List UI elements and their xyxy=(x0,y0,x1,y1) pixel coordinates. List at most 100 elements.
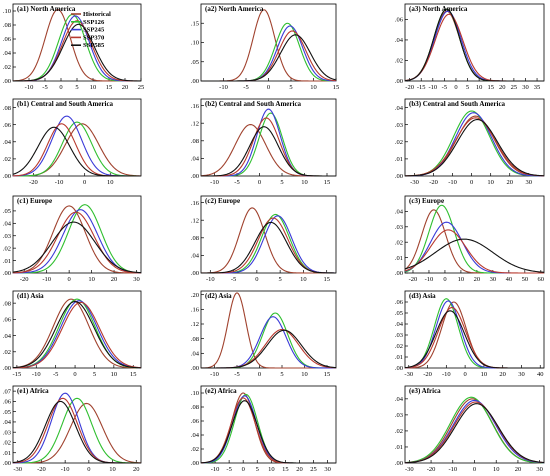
curve-ssp585 xyxy=(13,23,142,82)
y-tick-label: .01 xyxy=(395,354,403,361)
y-tick-label: .03 xyxy=(395,224,403,231)
curve-historical xyxy=(13,123,142,177)
panel-6: -30 -20 -10 0 10 20 30 .00 .01 .02 .03 .04 (b3) Cent… xyxy=(395,98,545,186)
x-tick-label: -10 xyxy=(210,179,219,186)
x-tick-label: 20 xyxy=(122,84,129,91)
y-tick-label: .20 xyxy=(191,292,199,299)
x-tick-label: -5 xyxy=(231,276,236,283)
plot-frame xyxy=(12,290,142,369)
x-tick-label: 10 xyxy=(107,179,114,186)
curve-historical xyxy=(404,115,545,177)
curve-ssp370 xyxy=(201,328,337,369)
y-tick-label: .02 xyxy=(3,156,11,163)
x-tick-label: 5 xyxy=(75,84,78,91)
y-tick-label: .06 xyxy=(3,317,12,324)
x-tick-label: -20 xyxy=(427,466,436,473)
x-tick-label: -30 xyxy=(13,466,22,473)
x-tick-label: 0 xyxy=(470,179,473,186)
y-tick-label: .03 xyxy=(395,122,403,129)
y-tick-label: .05 xyxy=(395,310,403,317)
x-tick-label: 5 xyxy=(93,371,96,378)
x-tick-label: -5 xyxy=(243,84,248,91)
curve-historical xyxy=(13,402,142,464)
x-tick-label: 20 xyxy=(111,276,118,283)
x-tick-label: 20 xyxy=(499,371,506,378)
x-tick-label: 10 xyxy=(111,371,118,378)
x-tick-label: -10 xyxy=(211,466,220,473)
panel-5: -10 -5 0 5 10 15 .00 .04 .08 .12 .16 (b2) Central a… xyxy=(191,98,337,186)
y-tick-label: .00 xyxy=(395,270,403,277)
panel-title: (b3) Central and South America xyxy=(409,100,506,108)
plot-frame xyxy=(404,98,545,177)
x-tick-label: 10 xyxy=(88,276,95,283)
x-tick-label: 10 xyxy=(458,276,465,283)
curve-ssp370 xyxy=(12,301,142,369)
curve-ssp126 xyxy=(404,396,545,464)
x-tick-label: 15 xyxy=(130,371,137,378)
legend-label: SSP585 xyxy=(83,42,105,49)
x-tick-label: 20 xyxy=(474,276,481,283)
panel-title: (a1) North America xyxy=(17,5,76,13)
x-tick-label: -10 xyxy=(55,179,64,186)
y-tick-label: .00 xyxy=(191,365,199,372)
x-tick-label: 30 xyxy=(324,466,331,473)
x-tick-label: 60 xyxy=(538,276,545,283)
plot-frame xyxy=(200,195,337,274)
y-tick-label: .06 xyxy=(395,17,404,24)
x-tick-label: 15 xyxy=(487,84,494,91)
y-tick-label: .00 xyxy=(395,173,403,180)
curve-ssp585 xyxy=(200,400,336,464)
x-tick-label: -10 xyxy=(442,371,451,378)
curve-ssp585 xyxy=(12,221,142,274)
x-tick-label: 10 xyxy=(493,466,500,473)
x-tick-label: -5 xyxy=(442,84,447,91)
x-tick-label: -20 xyxy=(20,276,29,283)
y-tick-label: .06 xyxy=(3,399,12,406)
y-tick-label: .04 xyxy=(395,105,404,112)
x-tick-label: 5 xyxy=(279,276,282,283)
panel-13: -30 -20 -10 0 10 20 .00 .01 .02 .03 .04 .05 .06 .07 (e… xyxy=(3,385,142,473)
x-tick-label: -5 xyxy=(234,179,239,186)
curve-ssp585 xyxy=(404,310,544,369)
x-tick-label: 0 xyxy=(473,466,476,473)
x-tick-label: 5 xyxy=(280,179,283,186)
panel-title: (d2) Asia xyxy=(205,292,232,300)
panel-title: (d3) Asia xyxy=(409,292,436,300)
y-tick-label: .12 xyxy=(191,120,199,127)
y-tick-label: .16 xyxy=(191,307,200,314)
y-tick-label: .15 xyxy=(191,20,199,27)
x-tick-label: 25 xyxy=(511,84,518,91)
x-tick-label: 10 xyxy=(109,466,116,473)
x-tick-label: 0 xyxy=(83,179,86,186)
x-tick-label: -30 xyxy=(404,371,413,378)
y-tick-label: .07 xyxy=(3,388,12,395)
y-tick-label: .01 xyxy=(3,450,11,457)
panel-title: (e1) Africa xyxy=(17,387,49,395)
y-tick-label: .06 xyxy=(191,418,200,425)
x-tick-label: 10 xyxy=(268,466,275,473)
panel-15: -30 -20 -10 0 10 20 30 .00 .01 .02 .03 .04 (e3) Afri… xyxy=(395,385,545,473)
panel-title: (a3) North America xyxy=(409,5,468,13)
y-tick-label: .08 xyxy=(3,22,11,29)
x-tick-label: -10 xyxy=(425,276,434,283)
x-tick-label: 0 xyxy=(87,466,90,473)
panel-title: (a2) North America xyxy=(205,5,264,13)
curve-historical xyxy=(201,207,336,274)
y-tick-label: .01 xyxy=(395,156,403,163)
y-tick-label: .02 xyxy=(395,58,403,65)
x-tick-label: 0 xyxy=(443,276,446,283)
y-tick-label: .08 xyxy=(3,105,11,112)
panel-3: -20 -15 -10 -5 0 5 10 15 20 25 30 35 .00 .02 .04 .06 (a3… xyxy=(395,3,545,91)
panel-1: -10 -5 0 5 10 15 20 25 .00 .02 .04 .06 .08 .10 (a1) No… xyxy=(3,3,144,91)
y-tick-label: .04 xyxy=(3,50,12,57)
y-tick-label: .08 xyxy=(3,300,11,307)
plot-frame xyxy=(12,195,142,274)
x-tick-label: 25 xyxy=(310,466,317,473)
x-tick-label: 0 xyxy=(463,371,466,378)
curve-ssp585 xyxy=(12,126,141,177)
x-tick-label: -10 xyxy=(25,84,34,91)
y-tick-label: .16 xyxy=(191,103,200,110)
curve-ssp245 xyxy=(404,112,545,177)
curve-ssp585 xyxy=(201,34,337,82)
curve-historical xyxy=(200,123,336,177)
